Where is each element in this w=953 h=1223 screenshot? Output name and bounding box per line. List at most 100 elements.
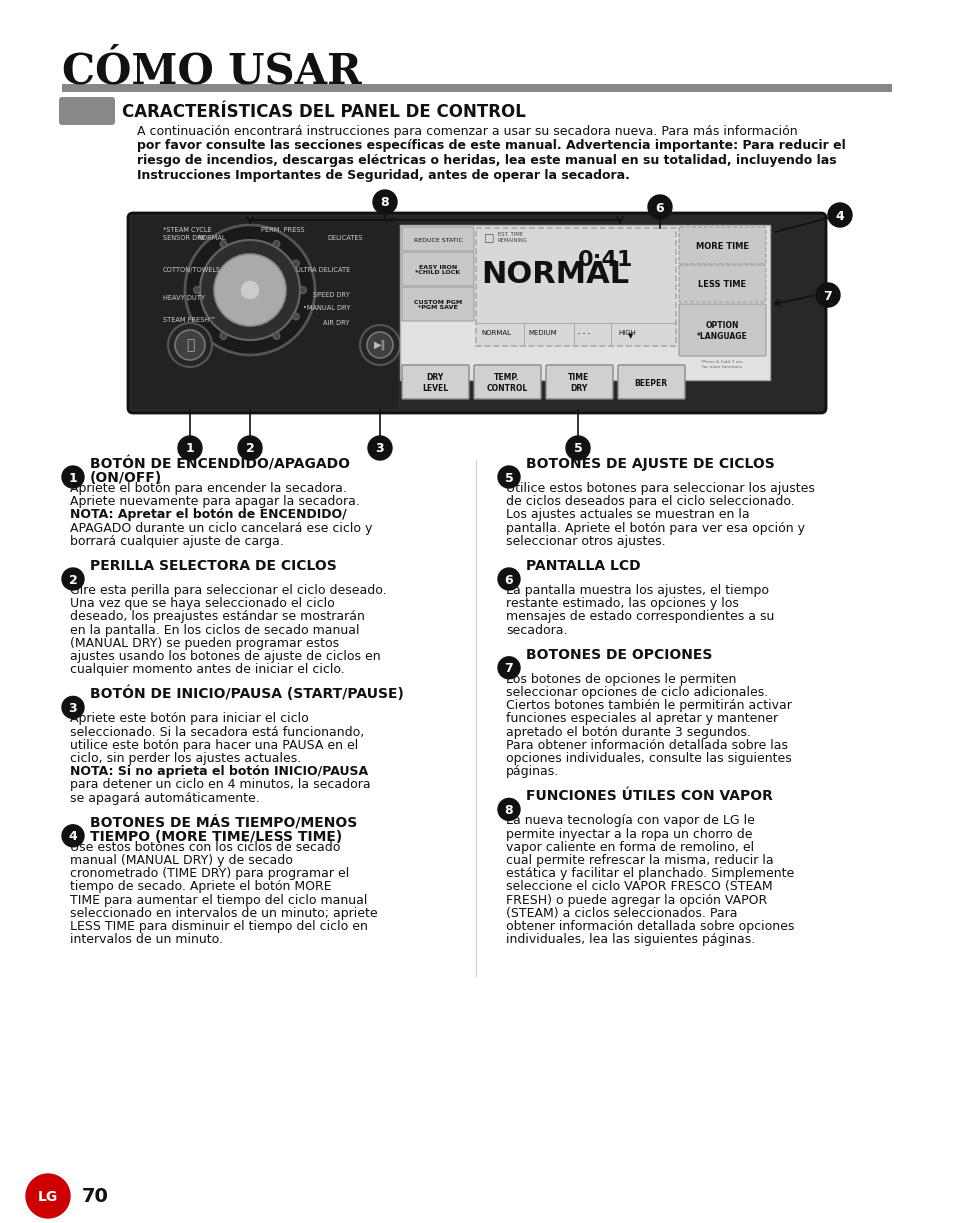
Circle shape [273,241,280,247]
Circle shape [237,437,262,460]
Text: BOTÓN DE INICIO/PAUSA (START/PAUSE): BOTÓN DE INICIO/PAUSA (START/PAUSE) [90,686,403,702]
Circle shape [273,333,280,340]
Text: cronometrado (TIME DRY) para programar el: cronometrado (TIME DRY) para programar e… [70,867,349,881]
Text: 4: 4 [835,209,843,223]
Text: pantalla. Apriete el botón para ver esa opción y: pantalla. Apriete el botón para ver esa … [505,521,804,534]
Circle shape [62,466,84,488]
Text: TIME para aumentar el tiempo del ciclo manual: TIME para aumentar el tiempo del ciclo m… [70,894,367,906]
Text: funciones especiales al apretar y mantener: funciones especiales al apretar y manten… [505,713,778,725]
Text: NORMAL: NORMAL [480,260,628,289]
Circle shape [220,333,227,340]
Text: 3: 3 [375,443,384,455]
Text: 5: 5 [573,443,581,455]
FancyBboxPatch shape [62,84,891,92]
Text: 1: 1 [186,443,194,455]
FancyBboxPatch shape [545,364,613,399]
Text: TIEMPO (MORE TIME/LESS TIME): TIEMPO (MORE TIME/LESS TIME) [90,830,342,844]
Text: MORE TIME: MORE TIME [696,242,748,251]
Text: BOTONES DE MÁS TIEMPO/MENOS: BOTONES DE MÁS TIEMPO/MENOS [90,816,356,829]
Text: ajustes usando los botones de ajuste de ciclos en: ajustes usando los botones de ajuste de … [70,649,380,663]
Text: TIME
DRY: TIME DRY [568,373,589,393]
Circle shape [827,203,851,227]
Text: BOTÓN DE ENCENDIDO/APAGADO: BOTÓN DE ENCENDIDO/APAGADO [90,456,350,471]
Text: Apriete nuevamente para apagar la secadora.: Apriete nuevamente para apagar la secado… [70,495,359,509]
Text: vapor caliente en forma de remolino, el: vapor caliente en forma de remolino, el [505,840,753,854]
Text: CUSTOM PGM
*PGM SAVE: CUSTOM PGM *PGM SAVE [414,300,461,311]
Circle shape [185,225,314,355]
Text: secadora.: secadora. [505,624,567,637]
Text: apretado el botón durante 3 segundos.: apretado el botón durante 3 segundos. [505,725,750,739]
Text: HEAVY DUTY: HEAVY DUTY [163,295,205,301]
Text: opciones individuales, consulte las siguientes: opciones individuales, consulte las sigu… [505,752,791,766]
Text: Instrucciones Importantes de Seguridad, antes de operar la secadora.: Instrucciones Importantes de Seguridad, … [137,169,629,181]
Text: Una vez que se haya seleccionado el ciclo: Una vez que se haya seleccionado el cicl… [70,597,335,610]
FancyBboxPatch shape [401,287,474,320]
Text: SENSOR DRY: SENSOR DRY [163,235,206,241]
Text: para detener un ciclo en 4 minutos, la secadora: para detener un ciclo en 4 minutos, la s… [70,778,370,791]
Text: La nueva tecnología con vapor de LG le: La nueva tecnología con vapor de LG le [505,815,754,828]
Text: - - -: - - - [578,330,589,336]
Text: LG: LG [38,1190,58,1203]
Circle shape [178,437,202,460]
FancyBboxPatch shape [618,364,684,399]
Text: EASY IRON
*CHILD LOCK: EASY IRON *CHILD LOCK [415,264,460,275]
FancyBboxPatch shape [401,364,469,399]
Text: OPTION
*LANGUAGE: OPTION *LANGUAGE [697,322,747,341]
Text: FUNCIONES ÚTILES CON VAPOR: FUNCIONES ÚTILES CON VAPOR [525,789,772,804]
FancyBboxPatch shape [474,364,540,399]
FancyBboxPatch shape [399,225,769,380]
Text: seleccione el ciclo VAPOR FRESCO (STEAM: seleccione el ciclo VAPOR FRESCO (STEAM [505,881,772,893]
Text: 1: 1 [69,472,77,484]
Text: ▶‖: ▶‖ [374,340,386,350]
Text: seleccionado en intervalos de un minuto; apriete: seleccionado en intervalos de un minuto;… [70,906,377,920]
Text: DELICATES: DELICATES [327,235,362,241]
Text: A continuación encontrará instrucciones para comenzar a usar su secadora nueva. : A continuación encontrará instrucciones … [137,125,797,138]
Circle shape [815,283,840,307]
Text: Los botones de opciones le permiten: Los botones de opciones le permiten [505,673,736,686]
FancyBboxPatch shape [401,227,474,251]
Circle shape [373,190,396,214]
FancyBboxPatch shape [476,227,676,346]
Text: •MANUAL DRY: •MANUAL DRY [302,305,350,311]
Text: (ON/OFF): (ON/OFF) [90,472,162,486]
Text: seleccionado. Si la secadora está funcionando,: seleccionado. Si la secadora está funcio… [70,725,364,739]
Text: 7: 7 [822,290,832,302]
Text: de ciclos deseados para el ciclo seleccionado.: de ciclos deseados para el ciclo selecci… [505,495,794,509]
Text: SPEED DRY: SPEED DRY [313,292,350,298]
Text: DRY
LEVEL: DRY LEVEL [421,373,448,393]
Text: 2: 2 [69,574,77,587]
Text: se apagará automáticamente.: se apagará automáticamente. [70,791,259,805]
Text: La pantalla muestra los ajustes, el tiempo: La pantalla muestra los ajustes, el tiem… [505,585,768,597]
Circle shape [240,280,260,300]
Circle shape [62,824,84,846]
FancyBboxPatch shape [679,265,765,302]
Text: individuales, lea las siguientes páginas.: individuales, lea las siguientes páginas… [505,933,755,947]
Text: 8: 8 [380,197,389,209]
Text: páginas.: páginas. [505,766,558,778]
Text: FRESH) o puede agregar la opción VAPOR: FRESH) o puede agregar la opción VAPOR [505,894,766,906]
Text: tiempo de secado. Apriete el botón MORE: tiempo de secado. Apriete el botón MORE [70,881,332,893]
Circle shape [220,241,227,247]
Circle shape [193,286,200,294]
Circle shape [292,260,299,267]
Text: Apriete el botón para encender la secadora.: Apriete el botón para encender la secado… [70,482,347,495]
Text: 70: 70 [82,1188,109,1207]
Text: permite inyectar a la ropa un chorro de: permite inyectar a la ropa un chorro de [505,828,752,840]
Text: ciclo, sin perder los ajustes actuales.: ciclo, sin perder los ajustes actuales. [70,752,301,766]
Text: en la pantalla. En los ciclos de secado manual: en la pantalla. En los ciclos de secado … [70,624,359,637]
Text: APAGADO durante un ciclo cancelará ese ciclo y: APAGADO durante un ciclo cancelará ese c… [70,521,372,534]
Circle shape [647,194,671,219]
Circle shape [26,1174,70,1218]
Text: HIGH: HIGH [618,330,636,336]
Text: BOTONES DE OPCIONES: BOTONES DE OPCIONES [525,648,712,662]
FancyBboxPatch shape [132,216,397,408]
Circle shape [168,323,212,367]
Text: borrará cualquier ajuste de carga.: borrará cualquier ajuste de carga. [70,534,284,548]
Text: NOTA: Si no aprieta el botón INICIO/PAUSA: NOTA: Si no aprieta el botón INICIO/PAUS… [70,766,368,778]
Text: PERM. PRESS: PERM. PRESS [261,227,305,234]
Text: NORMAL: NORMAL [480,330,511,336]
Circle shape [213,254,286,327]
Circle shape [359,325,399,364]
Text: por favor consulte las secciones específicas de este manual. Advertencia importa: por favor consulte las secciones específ… [137,139,845,153]
Text: *STEAM CYCLE: *STEAM CYCLE [163,227,212,234]
